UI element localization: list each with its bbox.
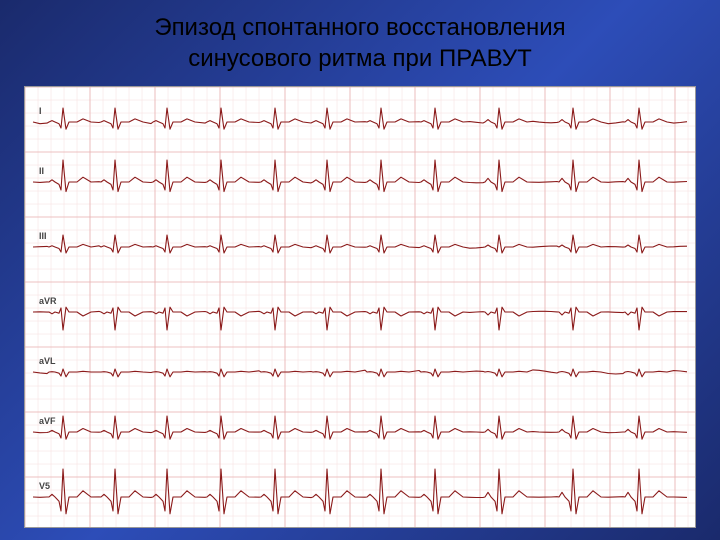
title-line-1: Эпизод спонтанного восстановления [154,14,565,41]
lead-label-aVL: aVL [39,356,56,366]
lead-label-II: II [39,166,44,176]
lead-label-V5: V5 [39,481,50,491]
lead-label-aVF: aVF [39,416,56,426]
lead-label-III: III [39,231,47,241]
slide: Эпизод спонтанного восстановления синусо… [0,0,720,540]
lead-label-aVR: aVR [39,296,57,306]
title-line-2: синусового ритма при ПРАВУТ [188,45,532,72]
ecg-chart: IIIIIIaVRaVLaVFV5 [24,86,696,528]
ecg-svg: IIIIIIaVRaVLaVFV5 [25,87,695,527]
slide-title: Эпизод спонтанного восстановления синусо… [0,0,720,82]
lead-label-I: I [39,106,42,116]
